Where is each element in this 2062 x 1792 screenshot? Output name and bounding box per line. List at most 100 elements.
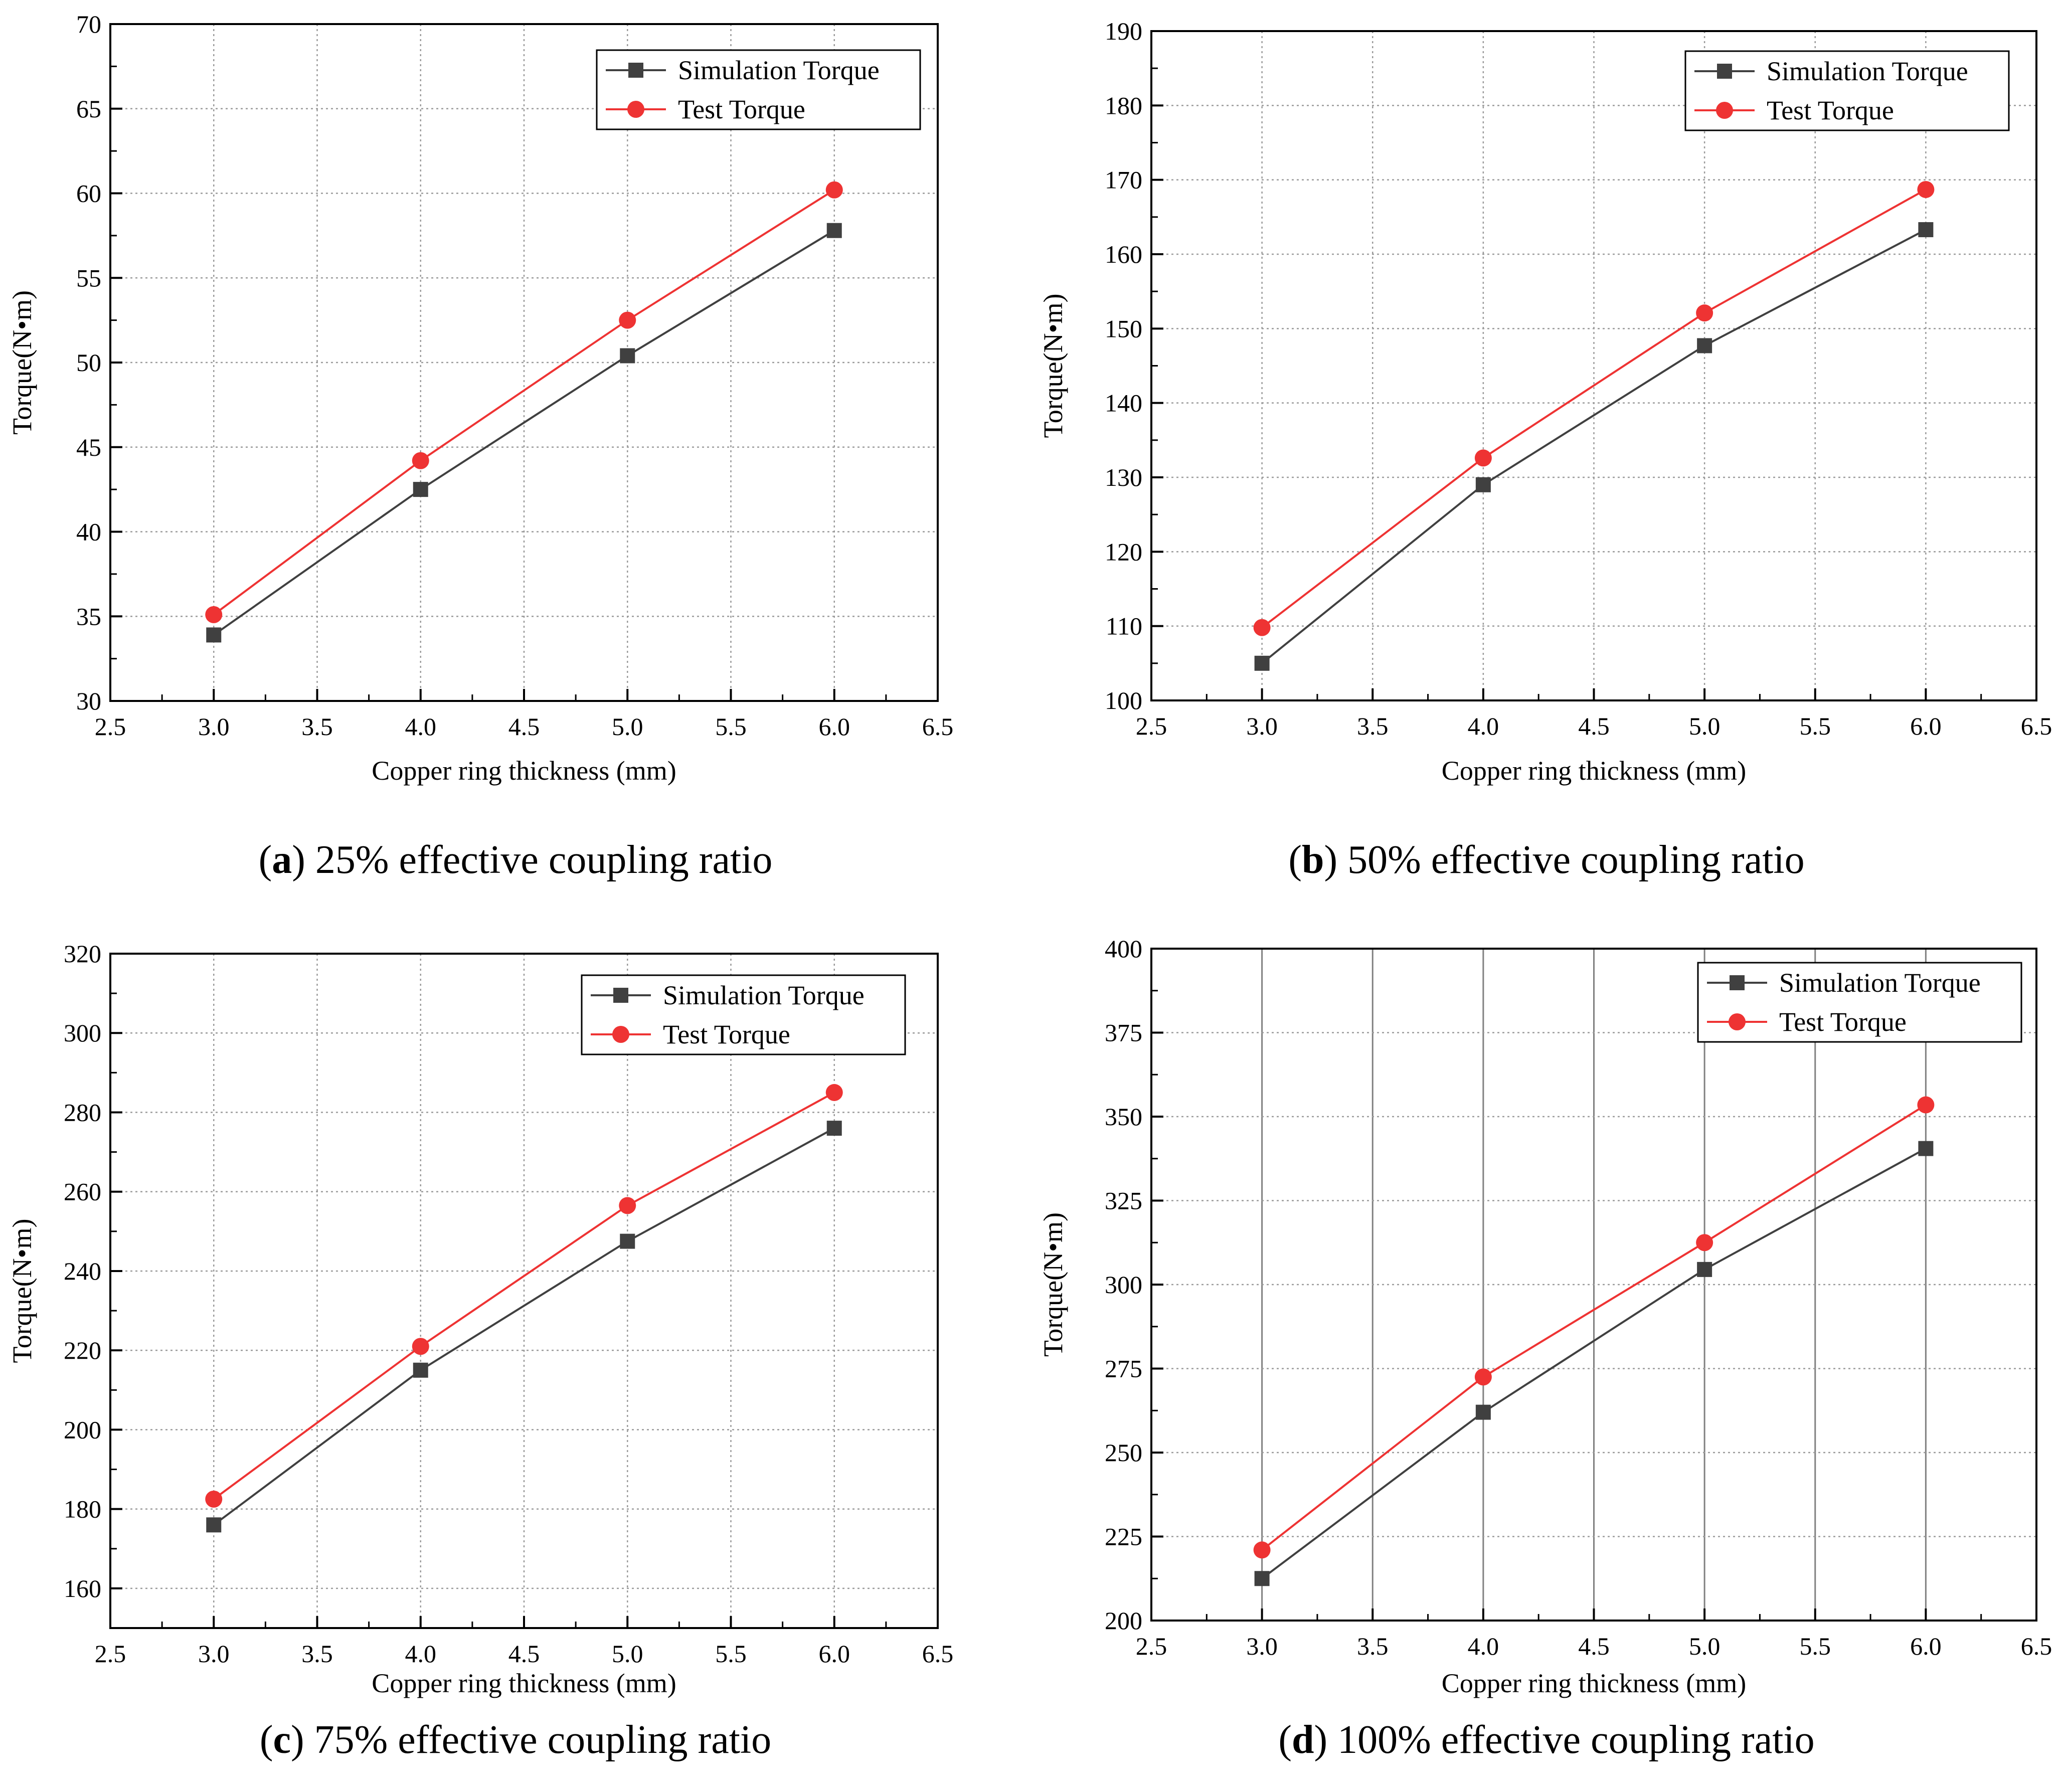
- legend-label: Test Torque: [1767, 95, 1894, 125]
- y-tick-label: 200: [1105, 1606, 1142, 1635]
- x-tick-label: 6.0: [819, 712, 850, 741]
- y-tick-label: 320: [64, 940, 101, 968]
- y-tick-label: 375: [1105, 1019, 1142, 1047]
- caption-text: 50% effective coupling ratio: [1347, 838, 1805, 882]
- legend-box: [1697, 962, 2022, 1043]
- x-tick-label: 6.0: [1910, 1632, 1942, 1660]
- chart-panel-b: 2.5 3.0 3.5 4.0 4.5 5.0 5.5 6.0 6.5 100 110 120 130 1…: [1031, 0, 2062, 822]
- x-tick-label: 5.0: [1689, 712, 1721, 740]
- caption-letter: d: [1291, 1718, 1314, 1762]
- y-tick-label: 400: [1105, 935, 1142, 963]
- x-tick-label: 3.5: [1357, 1632, 1389, 1660]
- chart-panel-a: 2.5 3.0 3.5 4.0 4.5 5.0 5.5 6.0 6.5 30 35 40 45 50 55 6…: [0, 0, 1031, 822]
- x-tick-label: 6.5: [922, 1640, 954, 1668]
- chart-panel-d: 2.5 3.0 3.5 4.0 4.5 5.0 5.5 6.0 6.5 200 225 250 275 3…: [1031, 923, 2062, 1710]
- y-tick-label: 220: [64, 1336, 101, 1364]
- x-tick-label: 5.5: [1800, 712, 1831, 740]
- legend: Simulation Torque Test Torque: [581, 974, 906, 1055]
- series-test: [1253, 181, 1935, 636]
- series-test: [205, 1084, 843, 1508]
- y-axis: 200 225 250 275 300 325 350 375 400: [1105, 935, 1163, 1635]
- legend: Simulation Torque Test Torque: [596, 49, 921, 130]
- x-tick-label: 4.0: [405, 1640, 437, 1668]
- data-point-square: [1697, 338, 1712, 353]
- legend-label: Simulation Torque: [678, 55, 880, 85]
- y-tick-label: 225: [1105, 1523, 1142, 1551]
- x-tick-label: 3.0: [198, 712, 230, 741]
- y-tick-label: 40: [76, 518, 101, 546]
- legend: Simulation Torque Test Torque: [1684, 50, 2010, 131]
- data-point-circle: [1253, 619, 1271, 636]
- torque-chart-75: 2.5 3.0 3.5 4.0 4.5 5.0 5.5 6.0 6.5 160 180 200 220 2…: [7, 940, 954, 1698]
- x-axis: 2.5 3.0 3.5 4.0 4.5 5.0 5.5 6.0 6.5: [1136, 1608, 2052, 1660]
- legend-box: [1684, 50, 2010, 131]
- caption-text: 25% effective coupling ratio: [315, 838, 773, 882]
- torque-chart-50: 2.5 3.0 3.5 4.0 4.5 5.0 5.5 6.0 6.51001101201301…: [1038, 17, 2052, 786]
- y-tick-label: 30: [76, 687, 101, 715]
- y-tick-label: 300: [64, 1019, 101, 1047]
- y-axis-label: Torque(N•m): [7, 1218, 37, 1363]
- y-tick-label: 160: [1105, 240, 1142, 268]
- x-axis-label: Copper ring thickness (mm): [1442, 756, 1746, 786]
- series-simulation: [206, 223, 842, 643]
- torque-chart-100: 2.5 3.0 3.5 4.0 4.5 5.0 5.5 6.0 6.5 200 225 250 275 3…: [1038, 935, 2052, 1698]
- legend-box: [596, 49, 921, 130]
- torque-chart-25: 2.5 3.0 3.5 4.0 4.5 5.0 5.5 6.0 6.5 30 35 40 45 50 55 6…: [7, 10, 953, 786]
- legend-label: Simulation Torque: [1767, 56, 1968, 86]
- legend-marker-square: [1730, 975, 1745, 990]
- y-tick-label: 300: [1105, 1271, 1142, 1299]
- x-axis: 2.5 3.0 3.5 4.0 4.5 5.0 5.5 6.0 6.5: [95, 689, 953, 741]
- y-tick-label: 280: [64, 1098, 101, 1126]
- y-tick-label: 70: [76, 10, 101, 38]
- caption-b: (b) 50% effective coupling ratio: [1288, 838, 1805, 882]
- data-point-circle: [412, 1338, 429, 1355]
- data-point-circle: [825, 181, 843, 199]
- x-tick-label: 6.0: [819, 1640, 850, 1668]
- data-point-square: [413, 482, 428, 497]
- y-axis: 30 35 40 45 50 55 60 65 70: [76, 10, 122, 715]
- y-axis: 100 110 120 130 140 150 160 170 180 190: [1105, 17, 1163, 714]
- data-point-circle: [1696, 304, 1713, 322]
- data-point-square: [620, 1233, 635, 1249]
- x-tick-label: 2.5: [1136, 712, 1167, 740]
- x-tick-label: 4.5: [508, 712, 540, 741]
- x-axis: 2.5 3.0 3.5 4.0 4.5 5.0 5.5 6.0 6.5: [1136, 688, 2052, 740]
- data-point-circle: [1917, 181, 1935, 198]
- data-point-square: [1254, 1571, 1270, 1586]
- y-axis-label: Torque(N•m): [7, 290, 37, 435]
- y-tick-label: 35: [76, 602, 101, 630]
- series-line: [1261, 189, 1927, 629]
- x-tick-label: 5.5: [715, 712, 747, 741]
- x-axis-label: Copper ring thickness (mm): [372, 756, 676, 786]
- caption-letter: b: [1301, 838, 1324, 882]
- y-tick-label: 170: [1105, 166, 1142, 194]
- legend: Simulation Torque Test Torque: [1697, 962, 2022, 1043]
- y-tick-label: 55: [76, 264, 101, 292]
- data-point-square: [1475, 1404, 1491, 1420]
- x-tick-label: 5.0: [612, 1640, 643, 1668]
- series-test: [205, 181, 843, 623]
- y-tick-label: 240: [64, 1257, 101, 1285]
- x-tick-label: 4.0: [405, 712, 437, 741]
- data-point-circle: [619, 1197, 636, 1214]
- chart-panel-c: 2.5 3.0 3.5 4.0 4.5 5.0 5.5 6.0 6.5 160 180 200 220 2…: [0, 923, 1031, 1710]
- grid: [110, 954, 938, 1628]
- x-tick-label: 3.5: [301, 1640, 333, 1668]
- grid: [1151, 949, 2036, 1621]
- caption-a: (a) 25% effective coupling ratio: [258, 838, 773, 882]
- x-tick-label: 2.5: [95, 1640, 126, 1668]
- data-point-square: [1918, 1141, 1934, 1156]
- y-tick-label: 180: [64, 1495, 101, 1523]
- legend-marker-square: [628, 63, 643, 78]
- x-tick-label: 6.0: [1910, 712, 1942, 740]
- series-line: [213, 1127, 835, 1526]
- data-point-circle: [619, 311, 636, 329]
- x-tick-label: 4.0: [1468, 712, 1499, 740]
- legend-label: Test Torque: [1779, 1007, 1907, 1037]
- data-point-square: [206, 1517, 222, 1533]
- x-tick-label: 6.5: [2021, 712, 2052, 740]
- data-point-circle: [412, 452, 429, 469]
- data-point-circle: [205, 606, 223, 623]
- x-tick-label: 5.0: [1689, 1632, 1721, 1660]
- series-line: [1261, 229, 1927, 664]
